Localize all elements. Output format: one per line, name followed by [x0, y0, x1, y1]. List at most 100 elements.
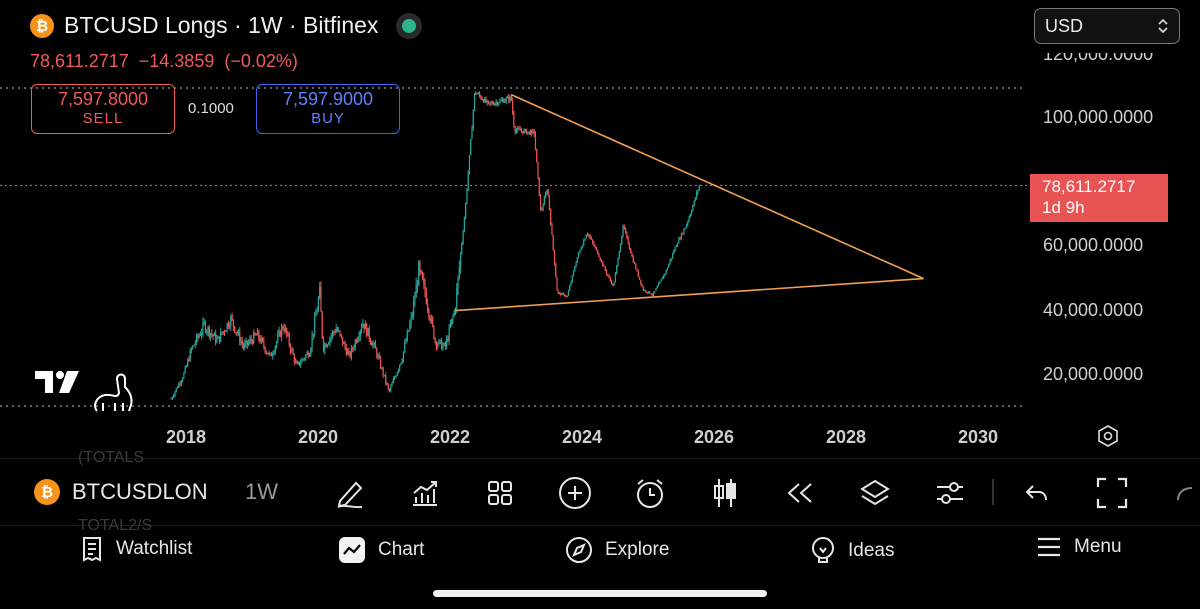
candle-body	[661, 278, 663, 280]
candle-body	[208, 327, 210, 337]
candle-body	[213, 333, 215, 337]
buy-button[interactable]: 7,597.9000 BUY	[256, 84, 400, 134]
candle-body	[527, 131, 529, 134]
nav-watchlist[interactable]: Watchlist	[80, 536, 192, 562]
layers-icon	[860, 479, 890, 506]
candle-body	[377, 355, 379, 357]
candle-body	[382, 367, 384, 376]
candle-body	[397, 369, 399, 373]
candle-body	[376, 348, 378, 357]
sell-button[interactable]: 7,597.8000 SELL	[31, 84, 175, 134]
lightbulb-icon	[812, 537, 834, 563]
candle-body	[378, 355, 380, 359]
candle-body	[387, 384, 389, 389]
candle-body	[232, 319, 234, 327]
replay-button[interactable]	[780, 473, 820, 513]
candle-body	[515, 130, 518, 133]
candle-body	[237, 331, 240, 334]
candle-body	[283, 328, 285, 332]
sell-price: 7,597.8000	[57, 89, 149, 109]
nav-explore[interactable]: Explore	[565, 536, 669, 564]
candle-body	[297, 361, 299, 364]
candle-body	[644, 290, 646, 292]
nav-menu[interactable]: Menu	[1036, 536, 1122, 558]
candle-body	[496, 102, 498, 105]
candle-body	[256, 330, 259, 336]
candle-body	[357, 338, 359, 343]
candle-body	[446, 338, 448, 347]
candle-body	[663, 275, 665, 279]
currency-select[interactable]: USD	[1034, 8, 1180, 44]
candle-body	[696, 192, 698, 198]
more-tools-button[interactable]	[1172, 473, 1200, 513]
timeframe-button[interactable]: 1W	[245, 479, 278, 504]
candle-body	[265, 352, 267, 354]
candle-body	[259, 338, 261, 343]
candle-body	[486, 101, 488, 103]
undo-button[interactable]	[1016, 473, 1056, 513]
candle-body	[462, 231, 464, 244]
chart-header: ₿ BTCUSD Longs · 1W · Bitfinex	[30, 12, 417, 39]
candle-body	[348, 351, 350, 353]
symbol-title[interactable]: BTCUSD Longs · 1W · Bitfinex	[64, 12, 379, 38]
candle-body	[471, 127, 473, 140]
drawing-tool-button[interactable]	[330, 473, 370, 513]
candle-body	[399, 364, 401, 370]
candle-body	[249, 339, 251, 343]
candle-body	[176, 387, 179, 389]
price-chart[interactable]	[0, 0, 1200, 458]
candle-body	[671, 253, 674, 259]
candle-body	[599, 257, 601, 260]
candle-body	[470, 139, 472, 156]
candle-body	[561, 293, 563, 295]
candle-body	[588, 234, 590, 236]
alert-button[interactable]	[630, 473, 670, 513]
objects-button[interactable]	[855, 473, 895, 513]
candle-body	[275, 341, 278, 347]
candle-body	[510, 96, 512, 101]
candle-body	[633, 262, 636, 265]
candle-body	[218, 336, 221, 342]
candle-body	[509, 96, 511, 101]
x-tick-label: 2020	[298, 427, 339, 447]
nav-watchlist-label: Watchlist	[116, 538, 193, 559]
nav-chart[interactable]: Chart	[338, 536, 424, 564]
candle-body	[611, 280, 613, 285]
fullscreen-button[interactable]	[1092, 473, 1132, 513]
candle-body	[185, 365, 188, 368]
candle-body	[362, 323, 364, 328]
candle-body	[529, 131, 531, 135]
settings-sliders-button[interactable]	[930, 473, 970, 513]
candle-body	[605, 270, 608, 274]
price-summary: 78,611.2717 −14.3859 (−0.02%)	[30, 51, 308, 72]
candle-body	[322, 337, 325, 351]
sell-label: SELL	[82, 110, 124, 127]
ghost-text: (TOTALS	[78, 449, 145, 466]
candle-body	[614, 273, 617, 283]
candle-body	[616, 265, 618, 274]
indicators-button[interactable]	[405, 473, 445, 513]
add-button[interactable]	[555, 473, 595, 513]
nav-ideas[interactable]: Ideas	[810, 536, 894, 566]
candle-body	[572, 270, 575, 276]
candle-body	[374, 343, 377, 349]
candle-body	[380, 358, 382, 369]
home-indicator[interactable]	[433, 590, 767, 597]
chart-settings-icon[interactable]	[1096, 424, 1120, 448]
candle-body	[466, 189, 468, 204]
candle-body	[584, 238, 586, 241]
candle-body	[503, 99, 505, 103]
chart-type-button[interactable]	[705, 473, 745, 513]
candle-body	[231, 316, 233, 320]
candle-body	[607, 273, 609, 276]
candle-body	[532, 130, 534, 132]
candle-body	[170, 398, 172, 400]
symbol-selector[interactable]: ₿ BTCUSDLONGS 1W	[34, 479, 278, 505]
layouts-button[interactable]	[480, 473, 520, 513]
candle-body	[310, 348, 312, 356]
candle-body	[308, 355, 311, 357]
candle-body	[215, 333, 217, 343]
candle-body	[291, 349, 293, 351]
candle-body	[401, 360, 403, 363]
nav-menu-label: Menu	[1074, 536, 1122, 557]
